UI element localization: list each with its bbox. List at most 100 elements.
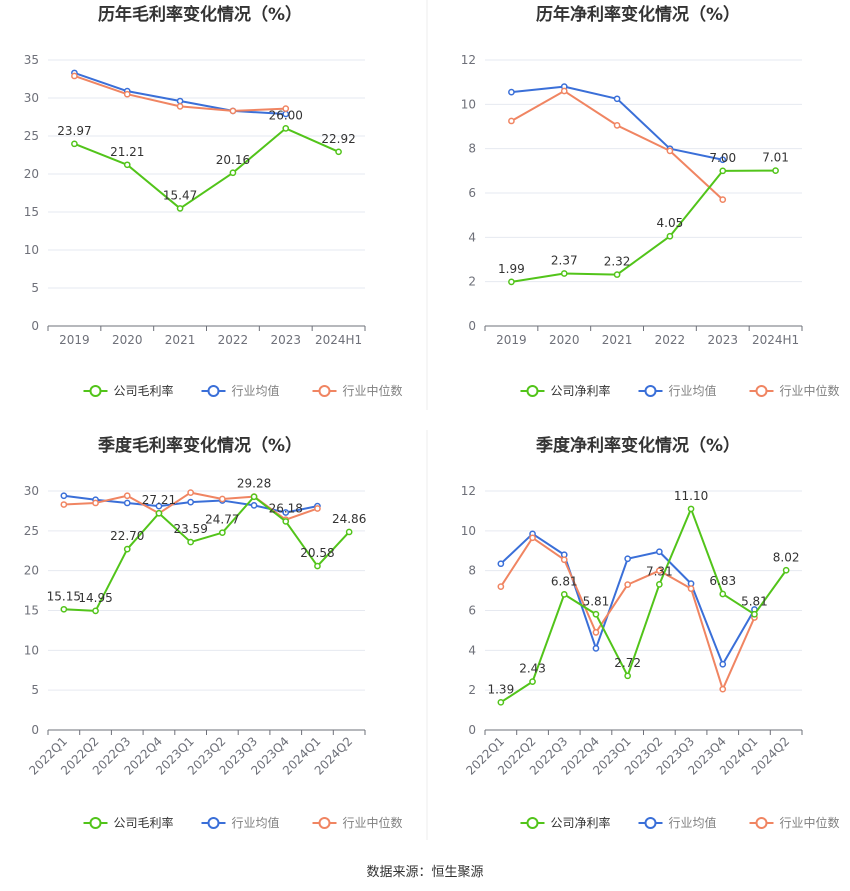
y-tick-label: 0 bbox=[31, 723, 39, 737]
data-label: 11.10 bbox=[674, 489, 708, 503]
data-point-company bbox=[687, 505, 695, 513]
legend-item-avg: 行业均值 bbox=[669, 383, 717, 398]
data-point-company bbox=[560, 591, 568, 598]
x-tick-label: 2024H1 bbox=[315, 333, 362, 347]
data-point-avg bbox=[613, 95, 621, 103]
legend-marker-median bbox=[755, 385, 768, 397]
legend-marker-median bbox=[755, 817, 768, 829]
legend-marker-avg bbox=[644, 817, 657, 829]
y-tick-label: 2 bbox=[468, 683, 476, 697]
data-label: 23.59 bbox=[173, 522, 207, 536]
data-label: 2.72 bbox=[614, 656, 641, 670]
y-tick-label: 30 bbox=[24, 91, 39, 105]
data-point-company bbox=[613, 271, 621, 278]
legend-item-avg: 行业均值 bbox=[669, 815, 717, 830]
data-point-company bbox=[666, 232, 674, 240]
series-line-company bbox=[500, 507, 787, 704]
data-label: 22.70 bbox=[110, 529, 144, 543]
data-label: 4.05 bbox=[657, 216, 684, 230]
data-point-company bbox=[282, 125, 290, 132]
data-point-company bbox=[71, 140, 78, 148]
y-tick-label: 0 bbox=[31, 319, 39, 333]
data-label: 6.83 bbox=[709, 574, 736, 588]
data-point-company bbox=[772, 167, 779, 174]
data-point-median bbox=[613, 122, 621, 129]
y-tick-label: 30 bbox=[24, 484, 39, 498]
y-tick-label: 2 bbox=[468, 275, 476, 289]
data-point-median bbox=[719, 685, 727, 693]
series-line-median bbox=[510, 90, 724, 201]
data-label: 5.81 bbox=[741, 594, 768, 608]
data-label: 24.77 bbox=[205, 513, 239, 527]
data-label: 27.21 bbox=[142, 493, 176, 507]
data-point-median bbox=[719, 196, 727, 203]
x-tick-label: 2022 bbox=[655, 333, 686, 347]
data-point-median bbox=[60, 501, 68, 508]
data-label: 15.47 bbox=[163, 188, 197, 202]
y-tick-label: 12 bbox=[461, 53, 476, 67]
data-label: 7.00 bbox=[709, 151, 736, 165]
data-label: 26.18 bbox=[269, 501, 303, 515]
x-tick-label: 2023 bbox=[707, 333, 738, 347]
y-tick-label: 8 bbox=[468, 564, 476, 578]
data-point-company bbox=[229, 169, 237, 177]
data-point-median bbox=[282, 105, 290, 112]
legend-marker-avg bbox=[207, 817, 220, 829]
data-point-avg bbox=[497, 560, 505, 568]
data-point-company bbox=[782, 566, 790, 574]
data-label: 22.92 bbox=[321, 132, 355, 146]
legend-item-avg: 行业均值 bbox=[232, 815, 280, 830]
data-point-median bbox=[624, 581, 632, 588]
x-tick-label: 2020 bbox=[112, 333, 143, 347]
data-point-median bbox=[219, 495, 226, 503]
y-tick-label: 4 bbox=[468, 643, 476, 657]
y-tick-label: 6 bbox=[468, 186, 476, 200]
data-label: 2.37 bbox=[551, 253, 578, 267]
data-point-company bbox=[92, 607, 99, 615]
data-point-company bbox=[560, 270, 568, 277]
series-line-company bbox=[511, 169, 776, 283]
data-point-company bbox=[314, 562, 321, 570]
y-tick-label: 8 bbox=[468, 142, 476, 156]
data-point-company bbox=[624, 672, 632, 680]
x-tick-label: 2019 bbox=[59, 333, 90, 347]
legend-item-company: 公司毛利率 bbox=[114, 815, 174, 830]
data-point-avg bbox=[624, 555, 632, 563]
y-tick-label: 15 bbox=[24, 604, 39, 618]
data-source: 数据来源：恒生聚源 bbox=[366, 865, 483, 880]
y-tick-label: 10 bbox=[461, 97, 476, 111]
data-point-company bbox=[497, 698, 505, 706]
data-label: 14.95 bbox=[78, 591, 112, 605]
data-point-median bbox=[123, 90, 131, 98]
legend-marker-company bbox=[526, 385, 539, 397]
data-label: 1.39 bbox=[487, 682, 514, 696]
data-label: 21.21 bbox=[110, 145, 144, 159]
data-point-avg bbox=[592, 644, 600, 652]
legend-marker-company bbox=[526, 817, 539, 829]
data-label: 24.86 bbox=[332, 512, 366, 526]
chart-title: 季度毛利率变化情况（%） bbox=[98, 435, 302, 456]
x-tick-label: 2022 bbox=[218, 333, 249, 347]
data-point-median bbox=[687, 585, 695, 592]
series-line-company bbox=[63, 495, 350, 612]
legend-marker-company bbox=[89, 817, 102, 829]
data-point-median bbox=[666, 147, 674, 155]
chart-title: 历年净利率变化情况（%） bbox=[536, 4, 740, 25]
x-tick-label: 2021 bbox=[602, 333, 633, 347]
y-tick-label: 15 bbox=[24, 205, 39, 219]
legend-item-median: 行业中位数 bbox=[343, 815, 403, 830]
legend-marker-avg bbox=[207, 385, 220, 397]
data-point-company bbox=[592, 610, 600, 618]
data-point-company bbox=[529, 678, 536, 685]
data-point-median bbox=[497, 583, 505, 590]
series-line-avg bbox=[500, 532, 756, 666]
data-label: 6.81 bbox=[551, 574, 578, 588]
data-point-median bbox=[187, 489, 194, 496]
data-point-median bbox=[560, 87, 568, 95]
legend-marker-company bbox=[89, 385, 102, 397]
legend-item-median: 行业中位数 bbox=[780, 383, 840, 398]
y-tick-label: 25 bbox=[24, 524, 39, 538]
legend-item-company: 公司净利率 bbox=[551, 815, 611, 830]
data-point-avg bbox=[155, 502, 163, 510]
chart-title: 历年毛利率变化情况（%） bbox=[98, 4, 302, 25]
